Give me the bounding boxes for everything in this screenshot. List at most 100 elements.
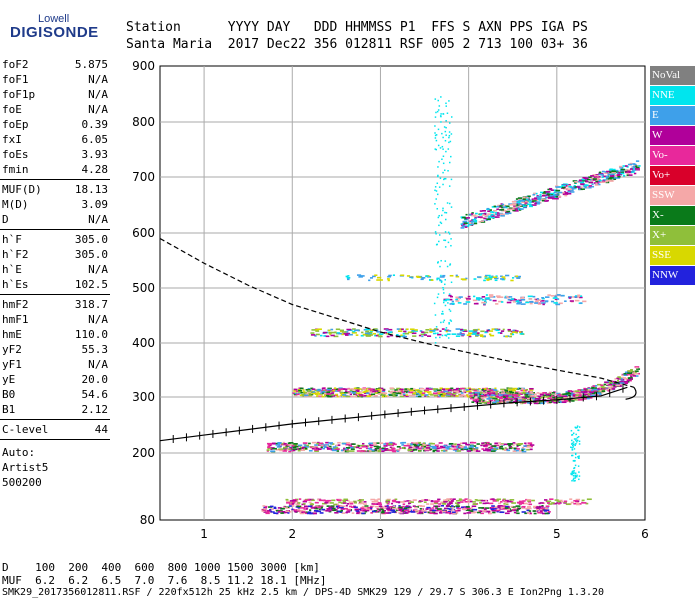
trace-mark — [448, 141, 450, 144]
trace-mark — [440, 281, 443, 283]
trace-mark — [505, 206, 508, 209]
trace-mark — [523, 397, 528, 400]
trace-mark — [572, 446, 575, 448]
trace-mark — [442, 509, 446, 512]
trace-mark — [545, 509, 550, 512]
trace-mark — [469, 392, 472, 394]
trace-mark — [390, 509, 396, 512]
trace-mark — [482, 502, 487, 505]
trace-mark — [450, 387, 454, 390]
trace-mark — [479, 502, 482, 504]
trace-mark — [288, 450, 292, 453]
trace-mark — [314, 389, 319, 392]
trace-mark — [523, 196, 526, 199]
trace-mark — [462, 330, 468, 332]
trace-mark — [548, 187, 553, 190]
trace-mark — [540, 191, 544, 194]
trace-mark — [438, 105, 441, 107]
trace-mark — [500, 215, 505, 217]
trace-mark — [598, 171, 602, 174]
trace-mark — [458, 498, 462, 500]
trace-mark — [439, 115, 442, 117]
trace-mark — [419, 390, 423, 393]
trace-mark — [426, 503, 430, 505]
trace-mark — [554, 499, 559, 501]
trace-mark — [491, 505, 495, 507]
trace-mark — [378, 390, 382, 393]
trace-mark — [298, 389, 302, 392]
trace-mark — [486, 218, 491, 220]
trace-mark — [426, 499, 431, 502]
trace-mark — [423, 442, 426, 444]
y-tick-label: 200 — [132, 446, 155, 460]
trace-mark — [471, 441, 477, 444]
trace-mark — [623, 372, 627, 375]
trace-mark — [485, 401, 490, 403]
trace-mark — [497, 332, 503, 334]
trace-mark — [425, 447, 431, 449]
separator — [0, 439, 110, 440]
trace-mark — [480, 394, 485, 397]
trace-mark — [516, 445, 519, 448]
trace-mark — [515, 510, 519, 512]
trace-mark — [601, 176, 604, 178]
trace-mark — [498, 401, 501, 403]
trace-mark — [480, 335, 484, 338]
trace-mark — [355, 395, 360, 398]
trace-mark — [412, 499, 417, 501]
trace-mark — [434, 189, 436, 192]
trace-mark — [359, 275, 365, 277]
trace-mark — [393, 505, 396, 508]
trace-mark — [411, 442, 414, 444]
trace-mark — [376, 508, 379, 510]
param-value: 4.28 — [81, 163, 109, 176]
trace-mark — [365, 334, 371, 337]
trace-mark — [595, 175, 599, 177]
trace-mark — [456, 450, 462, 452]
trace-mark — [592, 178, 597, 180]
trace-mark — [376, 446, 381, 448]
trace-mark — [432, 332, 436, 335]
trace-mark — [527, 195, 531, 198]
trace-mark — [465, 443, 470, 446]
trace-mark — [489, 209, 492, 211]
trace-mark — [570, 443, 573, 445]
trace-mark — [384, 507, 387, 509]
trace-mark — [482, 210, 486, 212]
trace-mark — [504, 296, 508, 299]
trace-mark — [601, 390, 606, 393]
trace-mark — [492, 509, 498, 512]
trace-mark — [506, 449, 511, 452]
trace-mark — [319, 393, 324, 395]
trace-mark — [347, 275, 350, 277]
trace-mark — [548, 397, 552, 400]
trace-mark — [377, 508, 382, 511]
trace-mark — [422, 447, 425, 450]
trace-mark — [402, 512, 407, 514]
trace-mark — [491, 328, 494, 330]
trace-mark — [510, 501, 514, 503]
trace-mark — [398, 505, 401, 507]
trace-mark — [342, 394, 347, 396]
trace-mark — [517, 399, 522, 402]
trace-mark — [634, 166, 637, 169]
trace-mark — [628, 377, 632, 379]
trace-mark — [390, 502, 394, 505]
trace-mark — [423, 334, 428, 336]
trace-mark — [618, 171, 621, 174]
trace-mark — [529, 444, 535, 446]
param-key: h`Es — [2, 278, 29, 291]
trace-mark — [495, 390, 499, 393]
trace-mark — [528, 390, 531, 393]
trace-mark — [498, 394, 503, 397]
trace-mark — [581, 178, 585, 181]
trace-mark — [365, 447, 368, 449]
trace-mark — [328, 445, 332, 448]
trace-mark — [414, 330, 418, 332]
trace-mark — [448, 442, 454, 445]
trace-mark — [555, 398, 561, 400]
trace-mark — [408, 505, 411, 508]
param-row: h`F2 305.0 — [2, 248, 108, 262]
trace-mark — [497, 498, 501, 501]
trace-mark — [362, 442, 365, 445]
